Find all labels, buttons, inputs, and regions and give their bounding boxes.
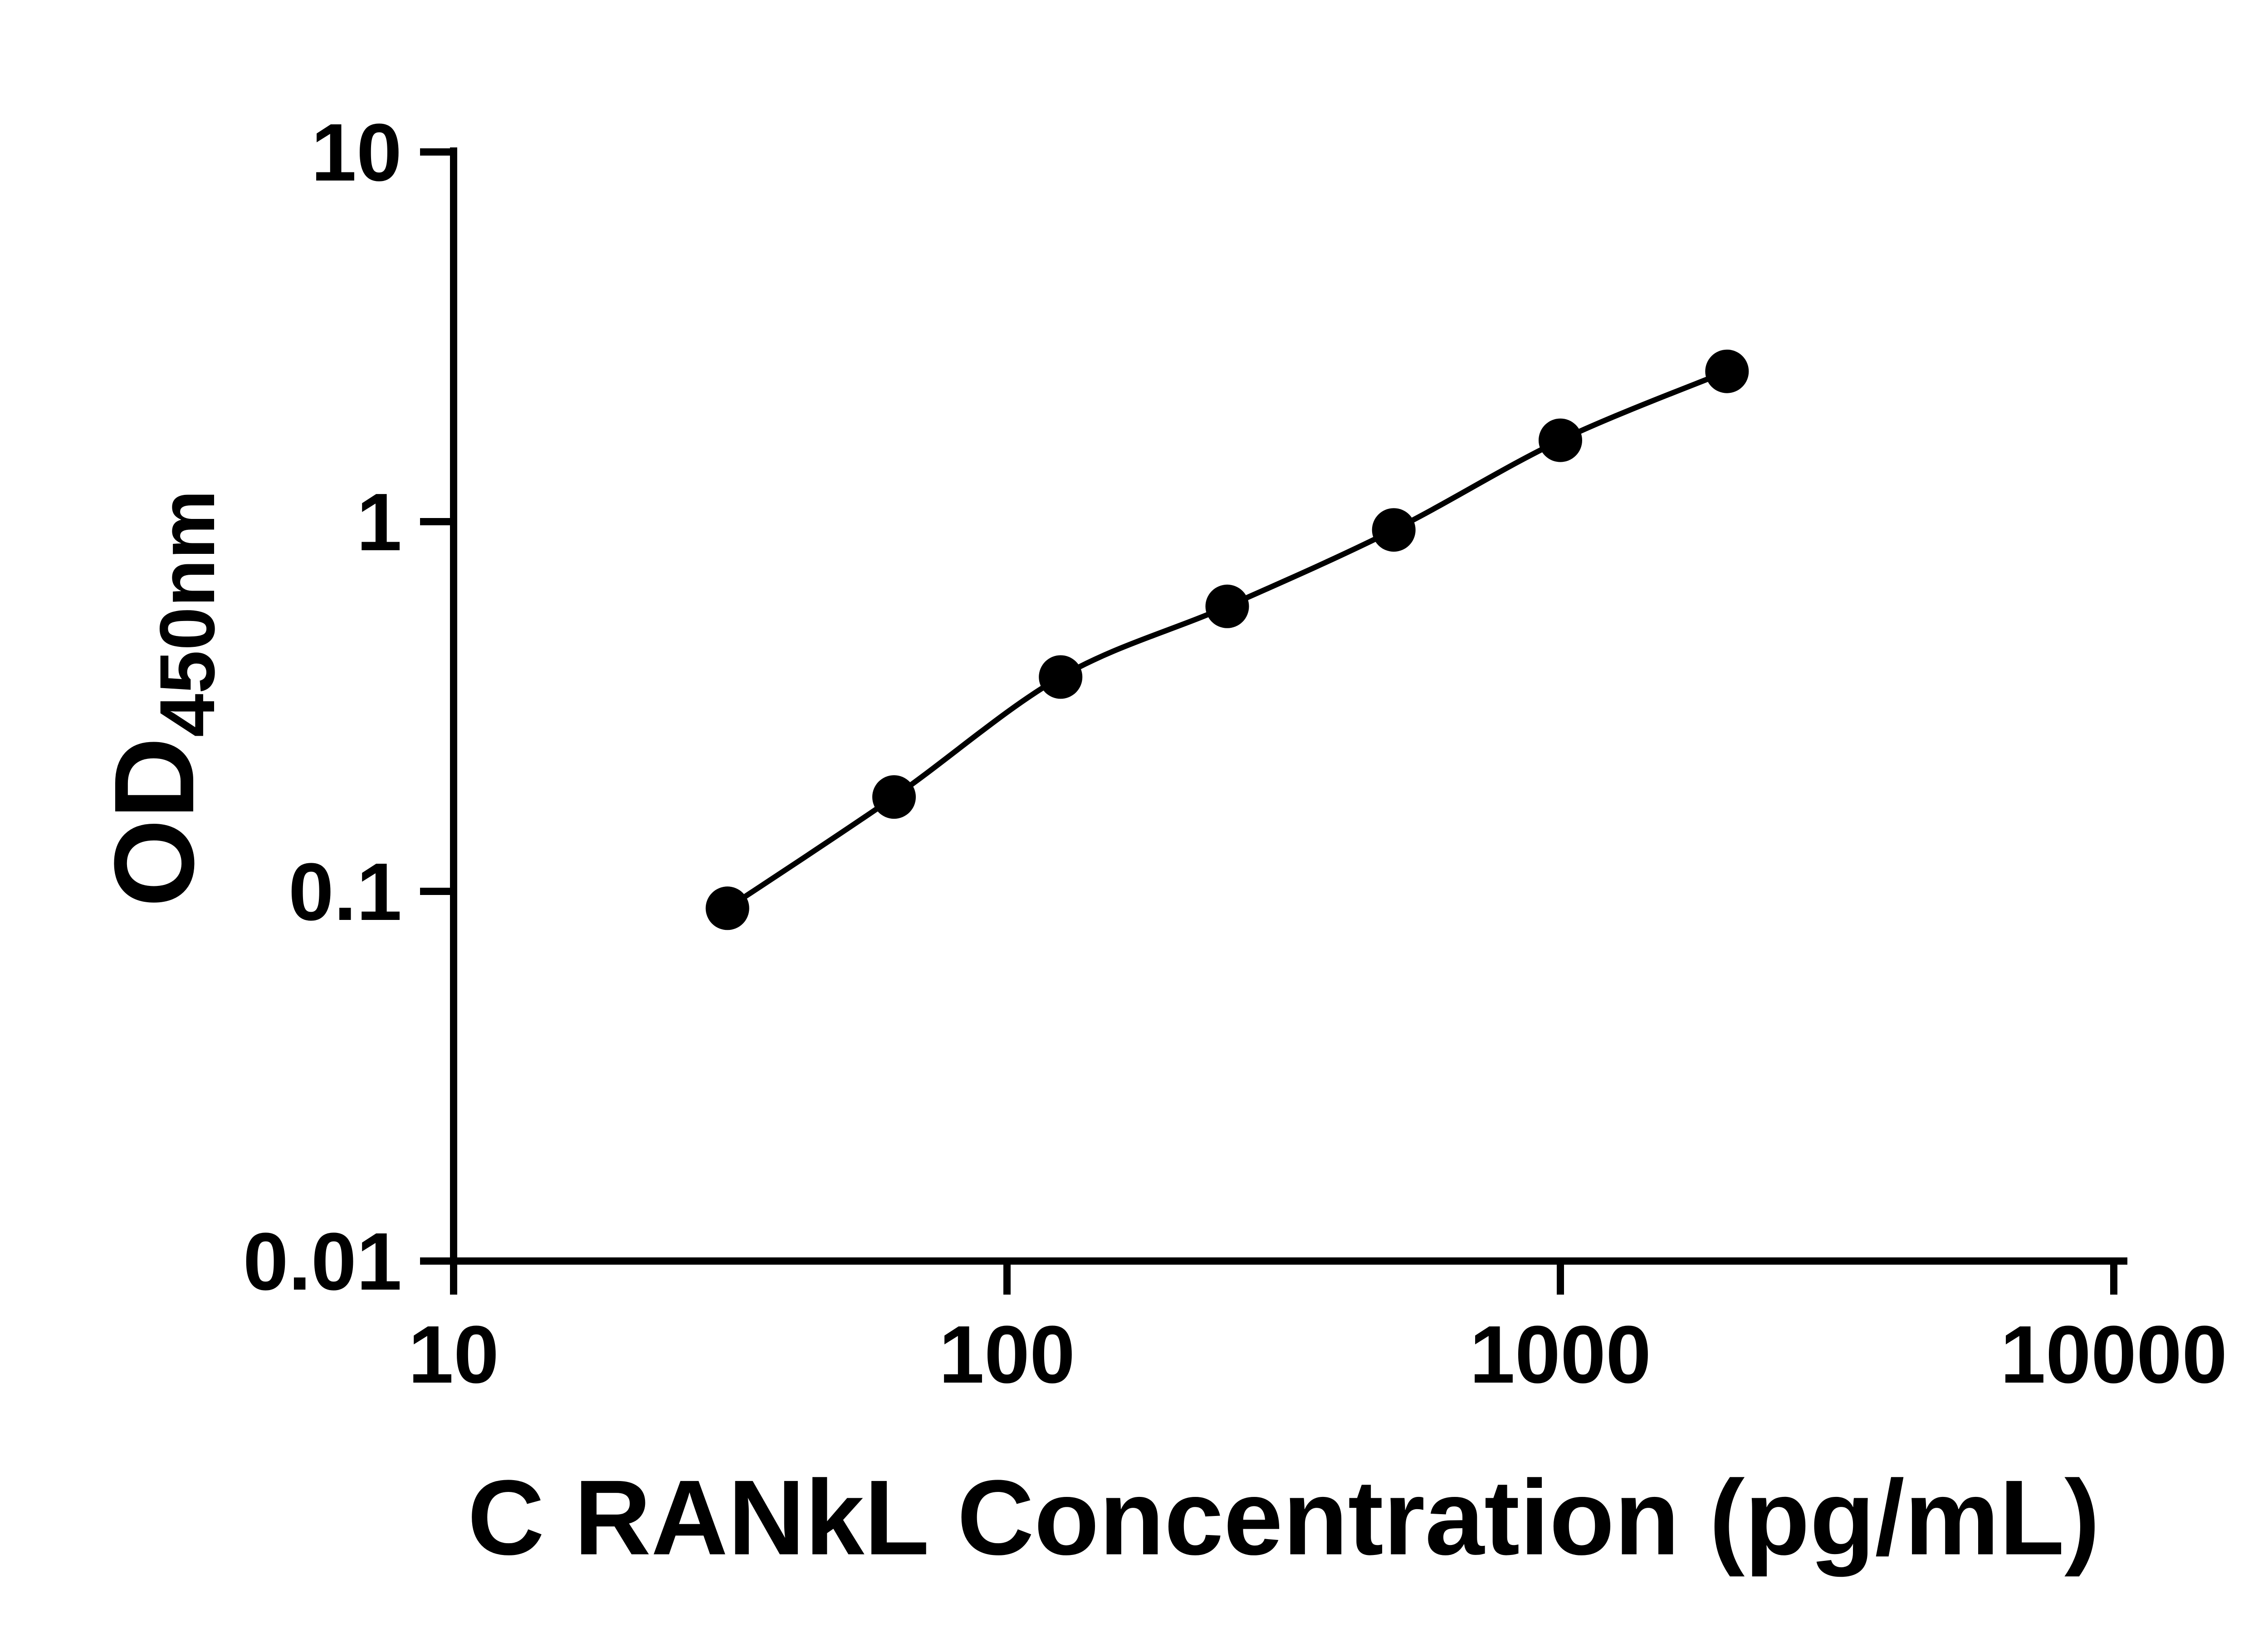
y-axis-title: OD450nm (91, 490, 231, 907)
data-point-marker (705, 886, 749, 930)
y-tick-label: 0.01 (243, 1216, 402, 1307)
x-tick-label: 10 (408, 1309, 499, 1400)
data-point-marker (1039, 655, 1083, 699)
y-tick-label: 0.1 (288, 846, 402, 938)
data-point-marker (1539, 418, 1582, 462)
data-point-marker (1372, 508, 1416, 552)
data-point-marker (872, 775, 916, 819)
x-tick-label: 1000 (1470, 1309, 1651, 1400)
y-tick-label: 10 (311, 107, 402, 198)
x-axis-title: C RANkL Concentration (pg/mL) (467, 1457, 2100, 1577)
x-tick-label: 10000 (2000, 1309, 2228, 1400)
x-tick-label: 100 (939, 1309, 1075, 1400)
data-point-marker (1205, 584, 1249, 628)
data-point-marker (1705, 349, 1749, 393)
y-axis-title-subscript: 450nm (144, 490, 231, 737)
y-axis-title-main: OD (91, 737, 217, 907)
y-tick-label: 1 (357, 477, 402, 568)
